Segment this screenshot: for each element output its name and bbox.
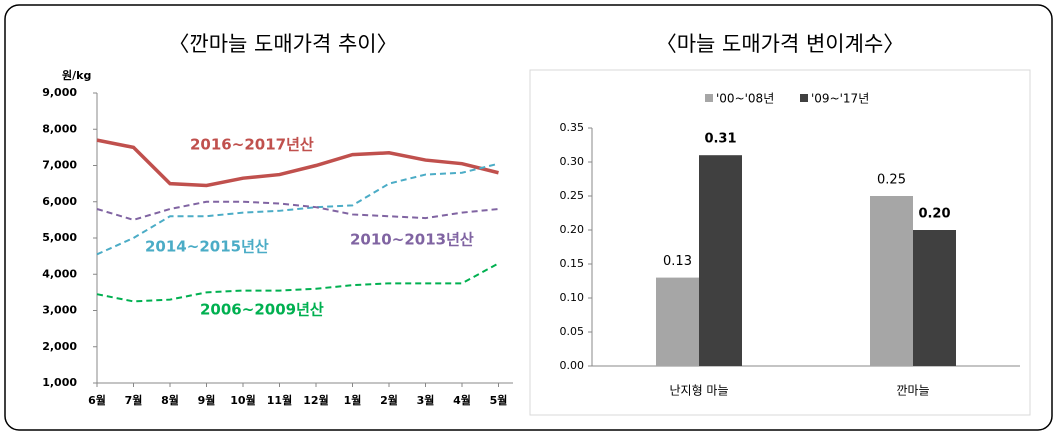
y-tick-label: 0.15	[560, 257, 585, 270]
data-label: 0.31	[704, 132, 736, 147]
x-tick-label: 12월	[303, 393, 328, 407]
y-tick-label: 1,000	[42, 376, 77, 389]
series-label: 2014~2015년산	[145, 238, 269, 256]
bar	[699, 155, 742, 366]
bar	[656, 277, 699, 366]
bar	[913, 230, 956, 366]
series-line	[96, 138, 499, 188]
x-tick-label: 2월	[380, 393, 398, 407]
x-tick-label: 11월	[267, 393, 292, 407]
y-tick-label: 0.05	[560, 325, 585, 338]
legend-swatch	[800, 94, 808, 102]
x-tick-label: 4월	[453, 393, 471, 407]
y-tick-label: 4,000	[42, 267, 77, 280]
y-tick-label: 0.30	[560, 155, 585, 168]
y-tick-label: 6,000	[42, 195, 77, 208]
series-label: 2016~2017년산	[190, 136, 314, 154]
y-tick-label: 9,000	[42, 86, 77, 99]
x-tick-label: 3월	[417, 393, 435, 407]
x-tick-label: 깐마늘	[896, 384, 929, 398]
y-tick-label: 0.20	[560, 223, 585, 236]
y-tick-label: 0.35	[560, 121, 585, 134]
legend-swatch	[705, 94, 713, 102]
data-label: 0.25	[877, 173, 906, 188]
series-label: 2010~2013년산	[350, 231, 474, 249]
x-tick-label: 8월	[161, 393, 179, 407]
y-tick-label: 0.25	[560, 189, 585, 202]
x-tick-label: 7월	[125, 393, 143, 407]
x-tick-label: 6월	[88, 393, 106, 407]
y-tick-label: 7,000	[42, 159, 77, 172]
x-tick-label: 9월	[198, 393, 216, 407]
legend-label: '09~'17년	[811, 92, 869, 106]
y-tick-label: 0.10	[560, 291, 585, 304]
y-tick-label: 5,000	[42, 231, 77, 244]
chart-title: 〈마늘 도매가격 변이계수〉	[656, 32, 905, 56]
y-tick-label: 0.00	[560, 359, 585, 372]
y-tick-label: 3,000	[42, 304, 77, 317]
chart-title: 〈깐마늘 도매가격 추이〉	[168, 32, 397, 56]
x-tick-label: 10월	[230, 393, 255, 407]
y-tick-label: 8,000	[42, 122, 77, 135]
series-line	[96, 262, 499, 303]
x-tick-label: 1월	[344, 393, 362, 407]
legend-label: '00~'08년	[716, 92, 774, 106]
series-line	[96, 162, 499, 256]
data-label: 0.13	[663, 254, 692, 269]
data-label: 0.20	[918, 207, 950, 222]
series-label: 2006~2009년산	[200, 301, 324, 319]
x-tick-label: 5월	[490, 393, 508, 407]
series-line	[96, 200, 499, 221]
y-tick-label: 2,000	[42, 340, 77, 353]
bar	[870, 196, 913, 366]
y-axis-label: 원/kg	[62, 68, 91, 82]
x-tick-label: 난지형 마늘	[669, 384, 728, 398]
